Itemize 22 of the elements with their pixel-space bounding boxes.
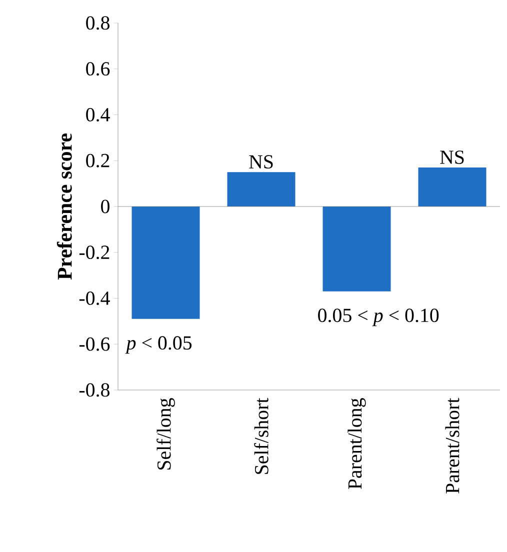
y-tick-label: -0.6 [79,337,110,351]
y-axis-title: Preference score [56,134,72,280]
y-tick-label: 0.8 [86,16,110,30]
y-tick-label: 0 [101,200,110,214]
x-tick-label: Self/short [254,398,268,474]
x-tick-label: Parent/short [445,398,460,494]
annotation: NS [249,155,273,169]
annotation: p < 0.05 [125,336,192,354]
annotation: NS [440,150,464,164]
annotation: 0.05 < p < 0.10 [318,308,439,326]
y-tick-label: -0.2 [79,246,110,260]
y-tick-label: 0.2 [86,154,110,168]
bar [322,206,391,292]
y-tick-label: 0.4 [86,108,110,122]
y-tick-label: 0.6 [86,62,110,76]
y-tick-label: -0.4 [79,291,110,306]
bar [227,172,296,206]
bar [132,206,200,319]
bar [418,168,486,206]
x-tick-label: Self/long [156,398,175,470]
y-tick-label: -0.8 [79,383,110,397]
x-tick-label: Parent/long [348,398,366,490]
